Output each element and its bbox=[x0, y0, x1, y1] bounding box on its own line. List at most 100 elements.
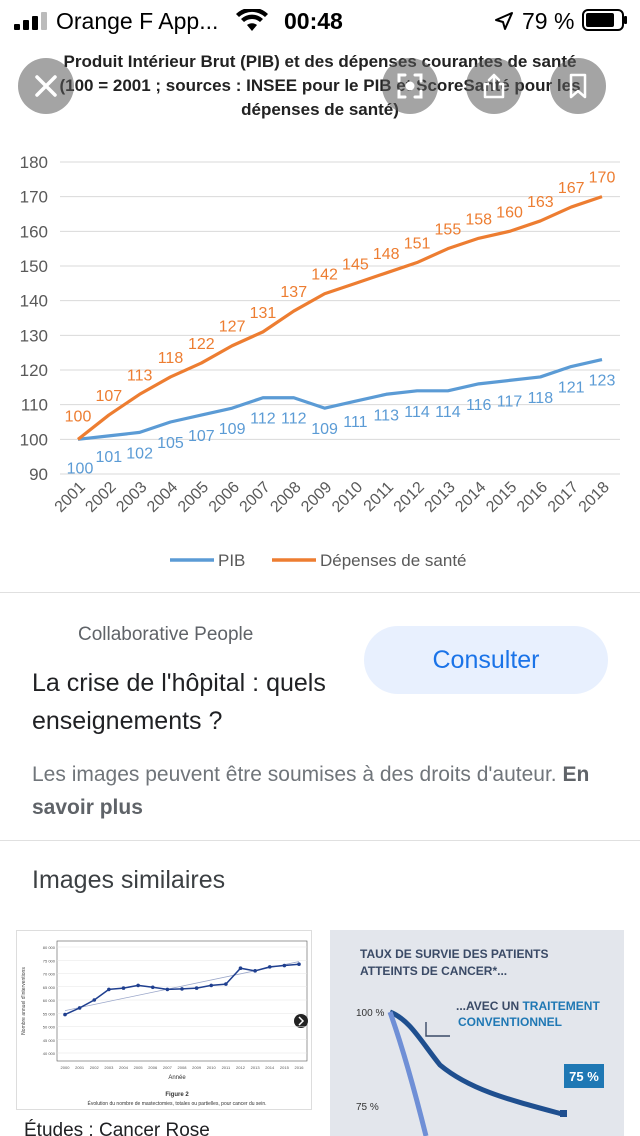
data-label: 163 bbox=[527, 194, 554, 211]
thumb-next-arrow-icon bbox=[294, 1014, 308, 1028]
battery-percent: 79 % bbox=[522, 8, 575, 34]
thumb-text-line-2: ATTEINTS DE CANCER*... bbox=[360, 964, 507, 978]
thumb-y-tick: 80 000 bbox=[43, 945, 56, 950]
data-label: 155 bbox=[435, 222, 462, 239]
thumb-point bbox=[121, 986, 126, 990]
result-title[interactable]: La crise de l'hôpital : quels enseigneme… bbox=[32, 669, 326, 735]
survival-chart-thumbnail: TAUX DE SURVIE DES PATIENTS ATTEINTS DE … bbox=[330, 930, 624, 1136]
close-button[interactable] bbox=[18, 58, 74, 114]
thumb-point bbox=[136, 983, 140, 988]
copyright-notice: Les images peuvent être soumises à des d… bbox=[32, 758, 612, 824]
learn-more-link[interactable]: En savoir plus bbox=[32, 763, 590, 819]
series-line-depenses bbox=[77, 195, 603, 441]
data-label: 100 bbox=[65, 408, 92, 425]
data-label: 113 bbox=[373, 407, 399, 424]
data-label: 118 bbox=[158, 350, 184, 367]
thumb-plot-area bbox=[56, 940, 308, 1062]
y-tick-label: 160 bbox=[20, 222, 48, 241]
x-tick-label: 2013 bbox=[422, 479, 459, 516]
x-tick-label: 2007 bbox=[237, 479, 274, 516]
close-icon bbox=[35, 75, 57, 97]
data-label: 122 bbox=[188, 336, 215, 353]
data-label: 109 bbox=[311, 421, 338, 438]
data-label: 107 bbox=[95, 388, 122, 405]
thumb-point bbox=[282, 963, 287, 968]
bookmark-button[interactable] bbox=[550, 58, 606, 114]
similar-image-caption[interactable]: Études : Cancer Rose bbox=[24, 1120, 210, 1136]
thumb-figure-caption: Évolution du nombre de mastectomies, tot… bbox=[88, 1100, 267, 1107]
data-label: 107 bbox=[188, 428, 215, 445]
thumb-y-tick: 40 000 bbox=[43, 1051, 56, 1056]
thumb-x-tick: 2002 bbox=[90, 1065, 100, 1070]
thumb-x-tick: 2012 bbox=[236, 1065, 246, 1070]
thumb-point bbox=[238, 966, 243, 970]
data-label: 127 bbox=[219, 319, 246, 336]
x-tick-label: 2016 bbox=[514, 479, 551, 516]
x-tick-label: 2009 bbox=[298, 479, 335, 516]
thumb-y-tick: 55 000 bbox=[43, 1011, 56, 1016]
thumb-point bbox=[253, 969, 257, 973]
thumb-x-axis-label: Année bbox=[168, 1075, 186, 1081]
thumb-point bbox=[297, 962, 301, 967]
data-label: 151 bbox=[404, 236, 431, 253]
y-tick-label: 100 bbox=[20, 430, 48, 449]
share-button[interactable] bbox=[466, 58, 522, 114]
x-tick-label: 2005 bbox=[175, 479, 212, 516]
data-label: 145 bbox=[342, 256, 369, 273]
data-label: 102 bbox=[126, 445, 153, 462]
y-tick-label: 120 bbox=[20, 361, 48, 380]
y-tick-label: 180 bbox=[20, 153, 48, 172]
source-name[interactable]: Collaborative People bbox=[78, 624, 254, 645]
similar-image-thumbnail[interactable]: Nombre annuel d'interventions Année Figu… bbox=[16, 930, 312, 1110]
y-tick-label: 170 bbox=[20, 188, 48, 207]
legend-label: PIB bbox=[218, 551, 245, 570]
thumb-point bbox=[77, 1006, 82, 1010]
thumb-next-chevron bbox=[298, 1016, 305, 1026]
x-tick-label: 2015 bbox=[483, 479, 520, 516]
thumb-figure-label: Figure 2 bbox=[165, 1092, 189, 1098]
line-chart: 9010011012013014015016017018020012002200… bbox=[20, 153, 620, 570]
data-label: 113 bbox=[127, 367, 153, 384]
thumb-y-tick: 65 000 bbox=[43, 985, 56, 990]
thumb-badge bbox=[564, 1064, 604, 1088]
bookmark-icon bbox=[569, 73, 587, 99]
data-label: 111 bbox=[343, 414, 367, 431]
chart-title-block: Produit Intérieur Brut (PIB) et des dépe… bbox=[20, 50, 620, 122]
data-label: 123 bbox=[589, 373, 616, 390]
thumb-point bbox=[107, 987, 111, 992]
thumb-point bbox=[180, 987, 184, 991]
data-label: 121 bbox=[558, 380, 585, 397]
thumb-point bbox=[150, 985, 155, 990]
x-tick-label: 2010 bbox=[329, 479, 366, 516]
carrier-name: Orange F App... bbox=[56, 8, 219, 34]
series-line-pib bbox=[77, 358, 603, 441]
x-tick-label: 2011 bbox=[361, 479, 397, 515]
lens-button[interactable] bbox=[382, 58, 438, 114]
similar-image-thumbnail[interactable]: TAUX DE SURVIE DES PATIENTS ATTEINTS DE … bbox=[330, 930, 624, 1136]
data-label: 114 bbox=[435, 404, 461, 421]
thumb-x-tick: 2008 bbox=[178, 1065, 188, 1070]
thumb-callout-line bbox=[425, 1022, 450, 1037]
x-tick-label: 2017 bbox=[545, 479, 582, 516]
data-label: 109 bbox=[219, 421, 246, 438]
thumb-y-tick: 60 000 bbox=[43, 998, 56, 1003]
x-tick-label: 2003 bbox=[113, 479, 150, 516]
data-label: 142 bbox=[311, 267, 338, 284]
consult-button[interactable]: Consulter bbox=[364, 626, 608, 694]
thumb-point bbox=[267, 965, 272, 969]
similar-chart-thumbnail: Nombre annuel d'interventions Année Figu… bbox=[21, 940, 308, 1107]
x-tick-label: 2006 bbox=[206, 479, 243, 516]
image-preview[interactable]: Produit Intérieur Brut (PIB) et des dépe… bbox=[0, 40, 640, 590]
thumb-x-tick: 2005 bbox=[134, 1065, 144, 1070]
y-tick-label: 150 bbox=[20, 257, 48, 276]
data-label: 167 bbox=[558, 180, 585, 197]
x-tick-label: 2001 bbox=[52, 479, 89, 516]
thumb-y-tick: 50 000 bbox=[43, 1025, 56, 1030]
thumb-x-tick: 2000 bbox=[61, 1065, 71, 1070]
signal-icon bbox=[14, 12, 47, 30]
divider bbox=[0, 840, 640, 841]
x-tick-label: 2014 bbox=[452, 479, 489, 516]
data-label: 158 bbox=[465, 211, 492, 228]
thumb-x-tick: 2001 bbox=[75, 1065, 85, 1070]
thumb-x-tick: 2006 bbox=[148, 1065, 158, 1070]
